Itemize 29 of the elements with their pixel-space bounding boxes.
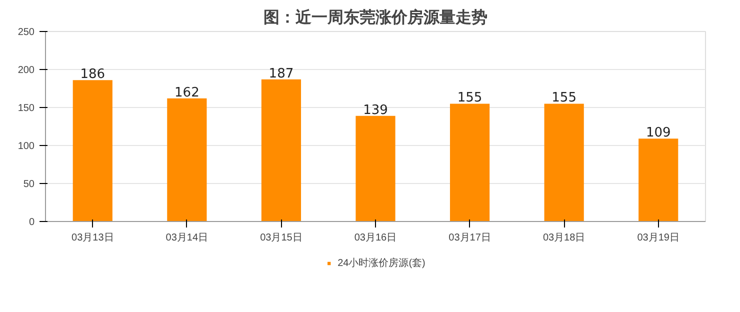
y-tick-label: 150 [18, 103, 35, 114]
x-tick-label: 03月16日 [354, 232, 397, 244]
bar [72, 80, 112, 222]
x-tick-label: 03月19日 [637, 232, 680, 244]
x-tick-label: 03月14日 [166, 232, 208, 244]
data-label: 162 [174, 85, 200, 100]
x-tick-label: 03月18日 [542, 232, 586, 244]
data-label: 109 [646, 126, 671, 141]
y-tick-label: 250 [18, 27, 35, 38]
bar [544, 104, 584, 222]
data-label: 155 [457, 90, 482, 106]
y-tick-label: 200 [18, 65, 35, 76]
x-tick-label: 03月15日 [260, 232, 302, 244]
bar [167, 98, 207, 222]
y-tick-label: 0 [28, 217, 35, 228]
data-label: 155 [552, 90, 576, 106]
bar [356, 116, 396, 222]
y-tick-label: 100 [18, 141, 35, 152]
bar [261, 79, 302, 222]
bar [450, 104, 490, 222]
x-tick-label: 03月17日 [448, 232, 491, 244]
chart-title: 图：近一周东莞涨价房源量走势 [264, 8, 488, 26]
data-label: 139 [363, 102, 388, 118]
data-label: 186 [80, 67, 106, 82]
legend-label: 24小时涨价房源(套) [338, 256, 426, 270]
y-tick-label: 50 [23, 179, 35, 190]
data-label: 187 [268, 66, 294, 82]
bar [638, 138, 678, 222]
x-tick-label: 03月13日 [72, 232, 114, 244]
